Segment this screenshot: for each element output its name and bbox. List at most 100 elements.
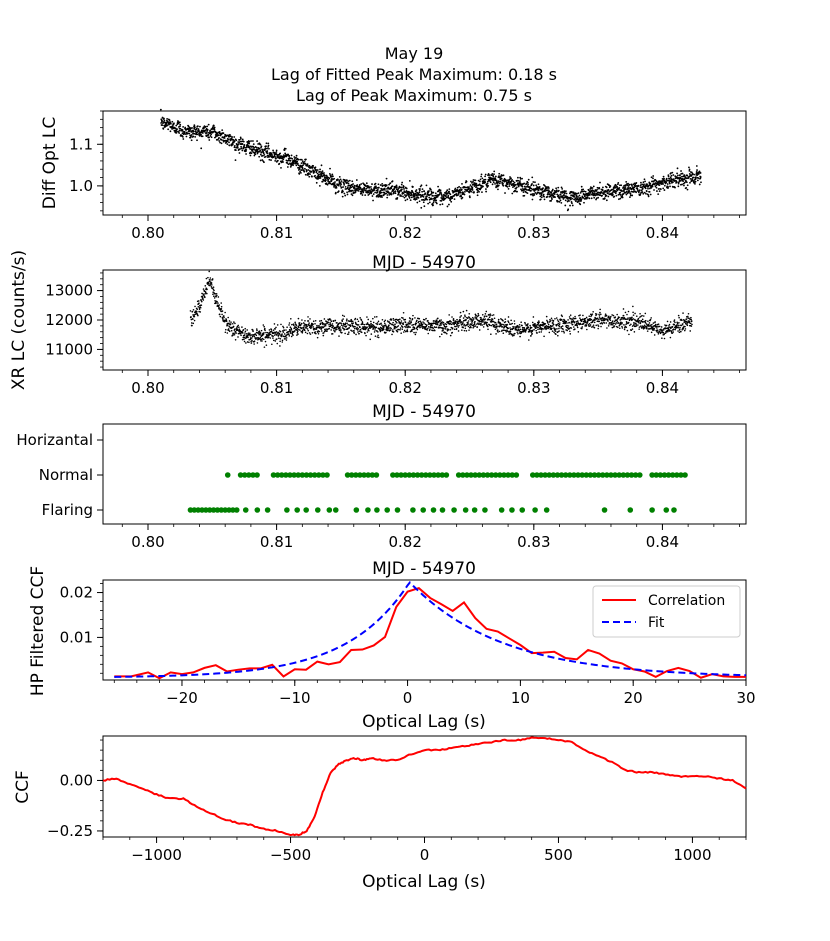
p1-point (563, 192, 566, 195)
p1-point (440, 199, 443, 202)
p2-point (554, 328, 557, 331)
p1-point (334, 191, 337, 194)
p2-point (527, 323, 529, 325)
p2-point (357, 331, 359, 333)
p2-point (212, 286, 215, 288)
p1-point (525, 182, 528, 185)
p1-point (262, 154, 264, 157)
p2-point (600, 313, 602, 316)
p1-point (386, 187, 388, 190)
p2-point (631, 325, 634, 327)
p1-point (254, 153, 257, 156)
p2-point (416, 328, 419, 331)
p1-point (488, 174, 491, 177)
p2-point (529, 324, 531, 327)
p2-point (627, 317, 629, 319)
p1-point (204, 126, 207, 128)
p2-point (391, 333, 393, 336)
p2-point (396, 330, 399, 333)
p2-point (494, 321, 497, 324)
p2-point (485, 315, 488, 318)
p2-point (480, 317, 483, 319)
p1-point (647, 187, 649, 190)
p1-point (484, 173, 487, 176)
p1-point (458, 185, 460, 188)
p2-point (672, 328, 675, 330)
p2-point (483, 323, 485, 326)
p2-point (382, 328, 385, 330)
p1-point (303, 170, 306, 173)
p2-point (227, 316, 229, 319)
p1-point (482, 185, 484, 188)
p1-point (605, 186, 608, 189)
p1-point (625, 184, 627, 187)
p2-point (632, 314, 635, 316)
p2-point (685, 318, 688, 320)
p1-point (641, 191, 644, 193)
p2-point (549, 320, 552, 322)
p1-point (504, 192, 506, 194)
p1-point (385, 190, 388, 193)
p2-point (261, 340, 263, 342)
p1-point (574, 199, 576, 201)
p1-point (699, 176, 702, 178)
p2-point (230, 323, 232, 325)
p1-point (685, 186, 688, 189)
p2-point (521, 324, 523, 327)
p2-point (641, 318, 644, 321)
p1-point (441, 203, 444, 206)
p2-point (445, 325, 448, 328)
p2-point (308, 322, 310, 324)
p1-point (264, 155, 267, 158)
p2-point (527, 326, 530, 329)
p1-point (574, 200, 577, 203)
p1-point (550, 191, 553, 194)
p2-point (493, 324, 496, 327)
p2-point (329, 319, 332, 321)
p2-point (481, 324, 484, 326)
p1-point (499, 180, 502, 183)
p1-point (579, 203, 582, 206)
p2-point (607, 325, 610, 327)
p1-point (186, 132, 189, 135)
p1-point (596, 188, 598, 191)
p2-point (641, 314, 643, 317)
p1-point (642, 192, 645, 195)
p2-point (448, 314, 450, 316)
p1-point (672, 181, 674, 184)
p1-point (643, 183, 645, 186)
p1-point (657, 193, 660, 196)
p1-point (299, 158, 302, 161)
p2-point (531, 332, 533, 335)
p2-point (292, 334, 294, 337)
p2-point (365, 334, 367, 337)
p1-point (431, 194, 434, 197)
p1-point (319, 168, 321, 171)
p2-point (397, 319, 400, 321)
p2-point (266, 331, 269, 334)
p2-xtick-label: 0.82 (389, 379, 422, 397)
p2-point (566, 329, 568, 332)
p2-point (276, 338, 278, 340)
p2-point (310, 327, 312, 330)
p1-point (628, 190, 631, 193)
p2-point (597, 325, 600, 327)
p1-point (301, 167, 304, 170)
p2-point (193, 314, 195, 316)
p1-point (632, 183, 635, 186)
p2-point (657, 323, 660, 325)
p2-point (663, 333, 666, 335)
p1-point (590, 190, 593, 193)
p2-point (643, 324, 646, 327)
p2-point (513, 334, 515, 337)
p1-point (216, 132, 219, 135)
p2-point (355, 333, 357, 336)
p2-point (397, 328, 400, 331)
p2-point (623, 316, 626, 319)
p2-point (450, 323, 453, 326)
p2-point (190, 316, 192, 318)
p2-point (646, 330, 649, 332)
p1-point (659, 188, 662, 191)
p2-point (639, 312, 641, 315)
p2-point (624, 311, 627, 314)
